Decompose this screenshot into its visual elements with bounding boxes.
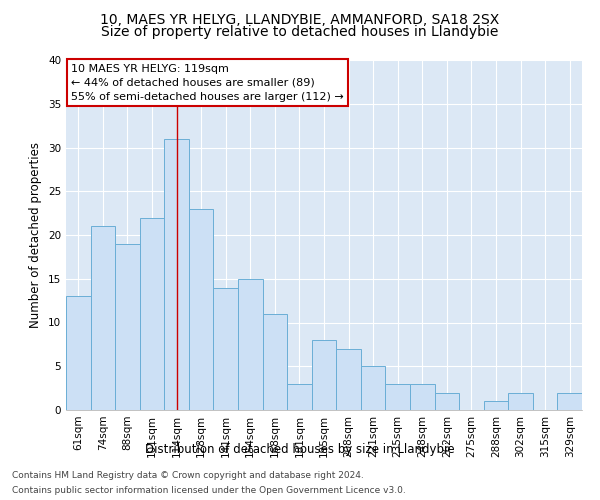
Bar [557, 392, 582, 410]
Y-axis label: Number of detached properties: Number of detached properties [29, 142, 43, 328]
Text: Size of property relative to detached houses in Llandybie: Size of property relative to detached ho… [101, 25, 499, 39]
Text: 10 MAES YR HELYG: 119sqm
← 44% of detached houses are smaller (89)
55% of semi-d: 10 MAES YR HELYG: 119sqm ← 44% of detach… [71, 64, 344, 102]
Bar [312, 340, 336, 410]
Bar [140, 218, 164, 410]
Bar [361, 366, 385, 410]
Text: Contains HM Land Registry data © Crown copyright and database right 2024.: Contains HM Land Registry data © Crown c… [12, 471, 364, 480]
Bar [115, 244, 140, 410]
Bar [238, 279, 263, 410]
Bar [214, 288, 238, 410]
Bar [66, 296, 91, 410]
Bar [434, 392, 459, 410]
Bar [164, 139, 189, 410]
Bar [263, 314, 287, 410]
Bar [508, 392, 533, 410]
Bar [336, 349, 361, 410]
Bar [484, 401, 508, 410]
Bar [91, 226, 115, 410]
Text: 10, MAES YR HELYG, LLANDYBIE, AMMANFORD, SA18 2SX: 10, MAES YR HELYG, LLANDYBIE, AMMANFORD,… [100, 12, 500, 26]
Bar [385, 384, 410, 410]
Text: Distribution of detached houses by size in Llandybie: Distribution of detached houses by size … [145, 442, 455, 456]
Bar [410, 384, 434, 410]
Bar [287, 384, 312, 410]
Bar [189, 209, 214, 410]
Text: Contains public sector information licensed under the Open Government Licence v3: Contains public sector information licen… [12, 486, 406, 495]
